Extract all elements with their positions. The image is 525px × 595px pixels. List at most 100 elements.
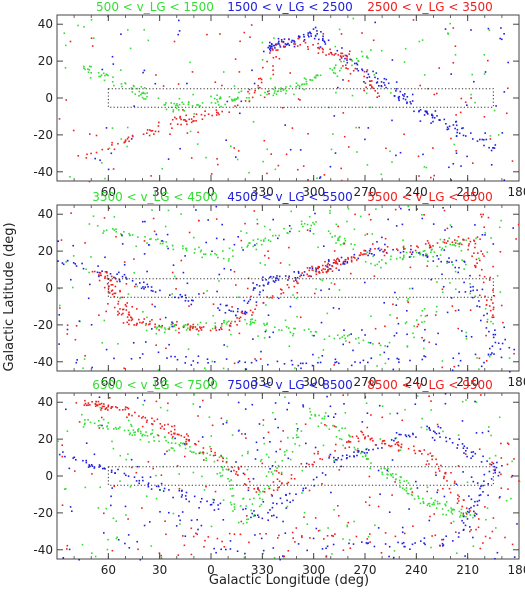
data-point <box>432 430 435 432</box>
data-point <box>465 399 467 401</box>
y-tick-label: -20 <box>33 318 53 332</box>
data-point <box>136 323 138 325</box>
data-point <box>306 229 309 231</box>
data-point <box>237 468 240 470</box>
data-point <box>306 523 309 525</box>
data-point <box>430 249 433 251</box>
data-point <box>297 282 299 285</box>
data-point <box>460 508 463 511</box>
data-point <box>350 364 353 367</box>
data-point <box>407 301 409 304</box>
data-point <box>469 309 472 311</box>
legend-entry: 1500 < v_LG < 2500 <box>227 0 353 14</box>
data-point <box>468 511 470 514</box>
data-point <box>371 85 373 88</box>
data-point <box>157 485 160 488</box>
data-point <box>376 263 379 266</box>
data-point <box>170 442 173 444</box>
data-point <box>424 315 427 317</box>
data-point <box>206 358 209 360</box>
data-point <box>366 452 368 454</box>
data-point <box>262 276 264 278</box>
data-point <box>169 133 171 135</box>
data-point <box>408 256 411 258</box>
data-point <box>98 427 101 429</box>
data-point <box>167 247 169 250</box>
data-point <box>335 262 338 264</box>
data-point <box>464 291 467 293</box>
data-point <box>176 433 179 436</box>
data-point <box>280 88 282 91</box>
data-point <box>434 534 437 537</box>
data-point <box>364 281 366 284</box>
data-point <box>272 473 274 475</box>
data-point <box>402 541 405 544</box>
data-point <box>308 215 311 218</box>
data-point <box>174 355 176 358</box>
data-point <box>451 512 454 515</box>
data-point <box>502 321 504 324</box>
data-point <box>176 320 178 323</box>
data-point <box>304 423 307 425</box>
data-point <box>150 238 152 240</box>
data-point <box>231 98 233 101</box>
data-point <box>105 407 108 409</box>
data-point <box>470 476 473 478</box>
data-point <box>87 402 90 404</box>
data-point <box>72 286 74 289</box>
data-point <box>191 299 193 302</box>
data-point <box>280 90 282 93</box>
data-point <box>454 245 457 247</box>
data-point <box>139 282 141 284</box>
data-point <box>237 474 239 476</box>
data-point <box>112 447 115 450</box>
data-point <box>202 447 205 449</box>
data-point <box>138 479 141 482</box>
data-point <box>379 493 381 495</box>
data-point <box>457 498 459 500</box>
data-point <box>486 318 489 321</box>
data-point <box>236 104 239 107</box>
data-point <box>405 321 408 323</box>
data-point <box>411 494 414 497</box>
data-point <box>213 547 215 550</box>
data-point <box>296 292 299 294</box>
data-point <box>269 228 271 231</box>
data-point <box>242 249 244 251</box>
data-point <box>238 91 240 94</box>
data-point <box>491 352 493 354</box>
data-point <box>62 557 65 559</box>
data-point <box>489 309 492 312</box>
data-point <box>454 309 457 312</box>
data-point <box>102 72 105 75</box>
data-point <box>366 69 369 71</box>
data-point <box>334 426 337 428</box>
data-point <box>141 507 143 509</box>
data-point <box>446 260 448 263</box>
data-point <box>185 443 188 445</box>
data-point <box>501 465 503 467</box>
data-point <box>255 359 258 362</box>
data-point <box>299 362 302 365</box>
data-point <box>415 480 417 483</box>
data-point <box>488 470 491 473</box>
data-point <box>225 468 228 471</box>
data-point <box>259 358 262 360</box>
data-point <box>470 457 472 459</box>
data-point <box>492 462 495 465</box>
x-tick-label: 0 <box>207 563 215 577</box>
data-point <box>283 38 286 40</box>
data-point <box>367 435 369 437</box>
data-point <box>134 411 136 414</box>
data-point <box>487 430 490 433</box>
data-point <box>110 504 112 507</box>
data-point <box>461 505 463 508</box>
data-point <box>266 60 268 63</box>
data-point <box>384 362 387 365</box>
data-point <box>202 451 204 453</box>
data-point <box>289 85 292 87</box>
data-point <box>259 94 262 97</box>
data-point <box>200 249 203 252</box>
data-point <box>422 500 425 503</box>
data-point <box>465 239 467 241</box>
